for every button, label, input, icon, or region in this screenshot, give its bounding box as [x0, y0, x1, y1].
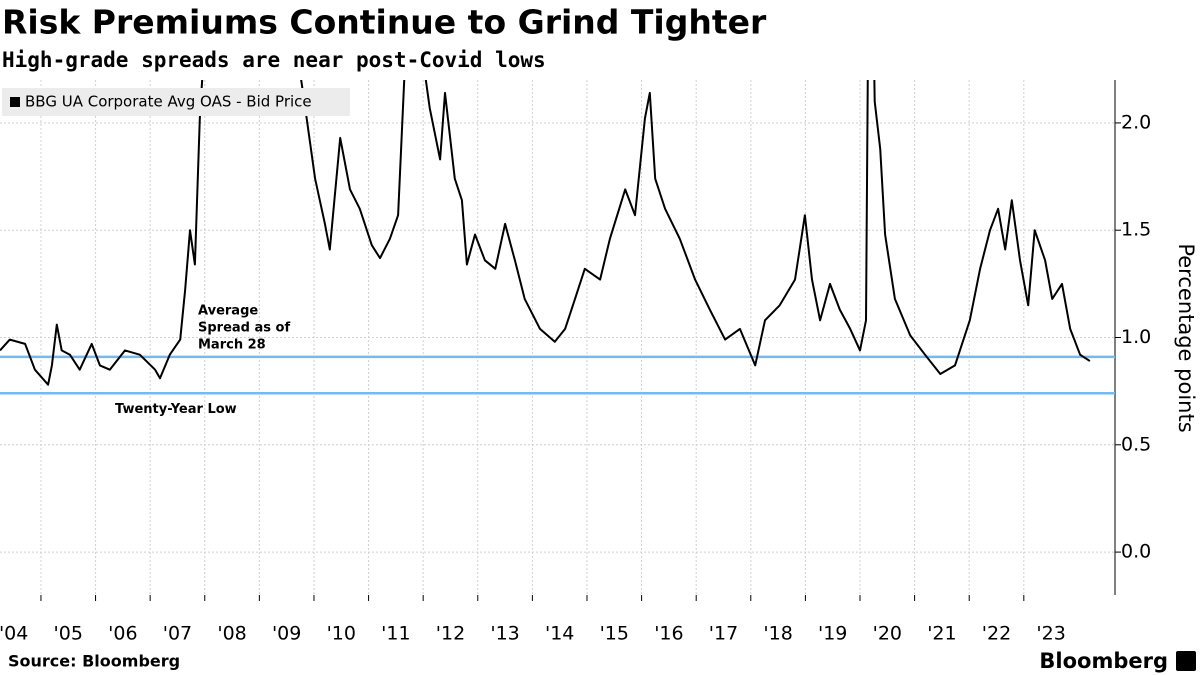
- x-tick-label: '19: [818, 623, 847, 645]
- brand: Bloomberg: [1039, 649, 1168, 673]
- reference-label: Spread as of: [198, 320, 290, 335]
- x-tick-label: '22: [982, 623, 1011, 645]
- x-tick-label: '06: [108, 623, 137, 645]
- series-line: [0, 80, 1091, 386]
- x-tick-label: '16: [654, 623, 683, 645]
- x-tick-label: '13: [490, 623, 519, 645]
- chart-subtitle: High-grade spreads are near post-Covid l…: [2, 48, 546, 72]
- x-tick-label: '17: [709, 623, 738, 645]
- x-tick-label: '20: [873, 623, 902, 645]
- x-tick-label: '09: [272, 623, 301, 645]
- brand-icon: [1176, 651, 1196, 671]
- y-tick-label: 0.0: [1121, 541, 1151, 563]
- reference-label: March 28: [198, 337, 266, 352]
- legend-box: [2, 88, 350, 116]
- plot: [0, 80, 1091, 386]
- x-tick-label: '18: [763, 623, 792, 645]
- x-tick-label: '05: [54, 623, 83, 645]
- y-tick-label: 2.0: [1121, 111, 1151, 133]
- x-tick-label: '14: [545, 623, 574, 645]
- x-tick-label: '10: [327, 623, 356, 645]
- x-tick-label: '04: [0, 623, 28, 645]
- x-tick-label: '07: [163, 623, 192, 645]
- legend-label: BBG UA Corporate Avg OAS - Bid Price: [25, 93, 312, 111]
- legend-swatch: [10, 97, 20, 107]
- x-tick-label: '15: [600, 623, 629, 645]
- reference-label: Average: [198, 303, 258, 318]
- source: Source: Bloomberg: [8, 652, 180, 671]
- x-tick-label: '11: [381, 623, 410, 645]
- chart-title: Risk Premiums Continue to Grind Tighter: [2, 3, 767, 42]
- y-axis-label: Percentage points: [1174, 243, 1198, 432]
- y-tick-label: 0.5: [1121, 433, 1151, 455]
- reference-label: Twenty-Year Low: [115, 402, 237, 417]
- x-tick-label: '21: [927, 623, 956, 645]
- x-tick-label: '08: [217, 623, 246, 645]
- y-tick-label: 1.5: [1121, 219, 1151, 241]
- x-tick-label: '23: [1036, 623, 1065, 645]
- x-tick-label: '12: [436, 623, 465, 645]
- y-tick-label: 1.0: [1121, 326, 1151, 348]
